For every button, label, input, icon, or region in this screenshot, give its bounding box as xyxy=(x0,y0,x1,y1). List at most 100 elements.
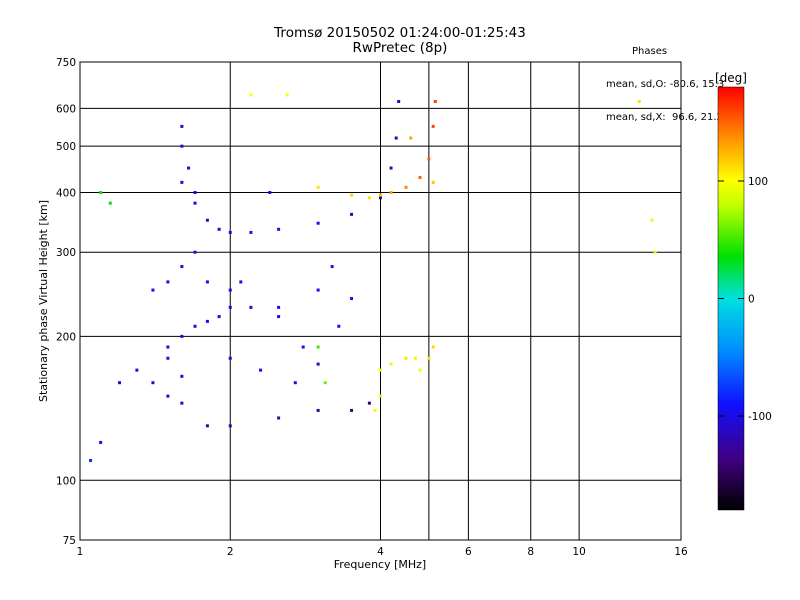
data-point xyxy=(427,356,431,360)
x-tick-label: 8 xyxy=(527,546,534,558)
data-point xyxy=(166,345,170,349)
data-point xyxy=(316,362,320,366)
data-point xyxy=(193,250,197,254)
data-point xyxy=(180,401,184,405)
data-point xyxy=(389,166,393,170)
chart-subtitle: RwPretec (8p) xyxy=(352,40,448,56)
data-point xyxy=(277,305,281,309)
phase-stats-title: Phases xyxy=(632,46,668,57)
data-point xyxy=(350,212,354,216)
data-point xyxy=(373,408,377,412)
data-point xyxy=(350,297,354,301)
data-point xyxy=(350,193,354,197)
data-point xyxy=(228,424,232,428)
data-point xyxy=(99,190,103,194)
data-point xyxy=(108,201,112,205)
data-point xyxy=(193,324,197,328)
data-point xyxy=(228,305,232,309)
x-axis-ticks: 1 2 4 6 8 10 16 xyxy=(77,546,688,558)
data-point xyxy=(427,157,431,161)
data-point xyxy=(166,356,170,360)
data-point xyxy=(413,356,417,360)
data-point xyxy=(180,144,184,148)
data-point xyxy=(397,100,401,104)
data-point xyxy=(180,124,184,128)
data-point xyxy=(217,227,221,231)
colorbar-unit: [deg] xyxy=(715,71,747,85)
y-tick-label: 750 xyxy=(56,57,76,69)
y-tick-label: 600 xyxy=(56,103,76,115)
data-point xyxy=(316,185,320,189)
y-axis-ticks: 75 100 200 300 400 500 600 750 xyxy=(56,57,76,547)
data-point xyxy=(268,190,272,194)
y-tick-label: 100 xyxy=(56,475,76,487)
data-point xyxy=(193,201,197,205)
data-point xyxy=(217,315,221,319)
x-tick-label: 16 xyxy=(674,546,688,558)
data-point xyxy=(330,265,334,269)
data-point xyxy=(379,193,382,197)
chart-title: Tromsø 20150502 01:24:00-01:25:43 xyxy=(274,25,526,41)
data-point xyxy=(301,345,305,349)
data-point xyxy=(193,190,197,194)
data-point xyxy=(389,190,393,194)
data-points xyxy=(89,93,657,462)
data-point xyxy=(166,394,170,398)
data-point xyxy=(431,180,435,184)
data-point xyxy=(316,288,320,292)
data-point xyxy=(285,93,289,97)
data-point xyxy=(653,250,657,254)
colorbar-tick-label: 100 xyxy=(748,176,768,188)
colorbar-tick-label: 0 xyxy=(748,294,755,306)
y-tick-label: 300 xyxy=(56,247,76,259)
data-point xyxy=(205,424,209,428)
data-point xyxy=(89,458,93,462)
data-point xyxy=(379,368,382,372)
data-point xyxy=(650,218,654,222)
y-tick-label: 500 xyxy=(56,141,76,153)
data-point xyxy=(151,288,155,292)
data-point xyxy=(180,334,184,338)
data-point xyxy=(228,356,232,360)
plot-frame xyxy=(79,61,682,541)
data-point xyxy=(637,100,641,104)
data-point xyxy=(277,227,281,231)
colorbar-ticks: 100 0 -100 xyxy=(718,176,772,423)
data-point xyxy=(99,440,103,444)
data-point xyxy=(187,166,191,170)
data-point xyxy=(367,196,371,200)
data-point xyxy=(228,288,232,292)
data-point xyxy=(367,401,371,405)
data-point xyxy=(277,416,281,420)
data-point xyxy=(249,93,253,97)
data-point xyxy=(350,408,354,412)
data-point xyxy=(316,221,320,225)
data-point xyxy=(259,368,263,372)
data-point xyxy=(151,381,155,385)
data-point xyxy=(180,265,184,269)
data-point xyxy=(431,124,435,128)
phase-stats-o: mean, sd,O: -80.6, 15.3 xyxy=(606,79,725,90)
data-point xyxy=(166,280,170,284)
data-point xyxy=(118,381,122,385)
data-point xyxy=(404,356,408,360)
data-point xyxy=(394,136,398,140)
data-point xyxy=(433,100,437,104)
data-point xyxy=(379,394,382,398)
data-point xyxy=(316,408,320,412)
y-axis-label: Stationary phase Virtual Height [km] xyxy=(37,200,50,402)
data-point xyxy=(239,280,243,284)
data-point xyxy=(205,280,209,284)
colorbar-tick-label: -100 xyxy=(748,411,772,423)
phase-stats: Phases mean, sd,O: -80.6, 15.3 mean, sd,… xyxy=(606,24,724,134)
data-point xyxy=(277,315,281,319)
data-point xyxy=(379,196,382,200)
data-point xyxy=(418,368,422,372)
data-point xyxy=(389,362,393,366)
data-point xyxy=(249,305,253,309)
data-point xyxy=(404,185,408,189)
data-point xyxy=(431,345,435,349)
data-point xyxy=(180,180,184,184)
x-tick-label: 2 xyxy=(227,546,234,558)
y-tick-label: 75 xyxy=(63,535,76,547)
